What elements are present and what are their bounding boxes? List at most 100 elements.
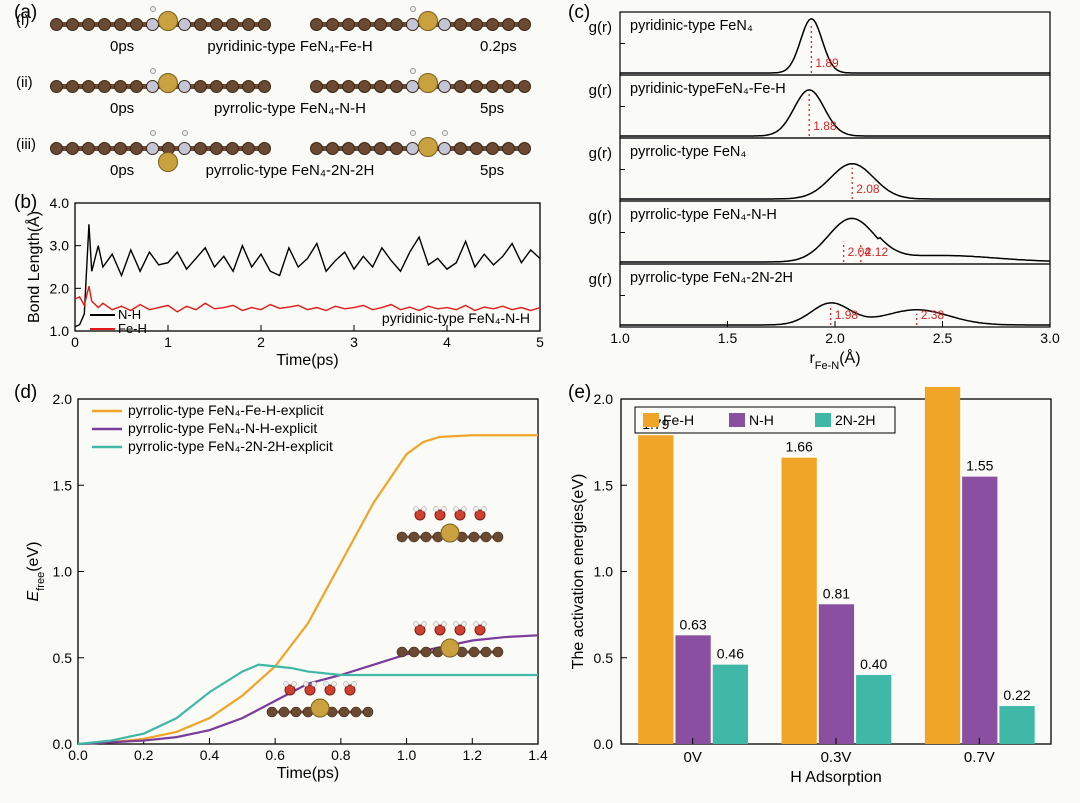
structure-title: pyrrolic-type FeN₄-2N-2H (140, 162, 440, 179)
structure-title: pyrrolic-type FeN₄-N-H (140, 100, 440, 117)
svg-text:2.08: 2.08 (856, 182, 880, 196)
svg-text:2.0: 2.0 (50, 280, 70, 296)
svg-text:rFe-N(Å): rFe-N(Å) (809, 348, 860, 369)
svg-text:1.2: 1.2 (463, 747, 483, 763)
svg-text:3.0: 3.0 (1040, 330, 1060, 346)
panel-c-chart: g(r) pyridinic-type FeN₄ 1.89 g(r) pyridinic… (565, 4, 1065, 369)
svg-text:pyrrolic-type FeN₄-N-H: pyrrolic-type FeN₄-N-H (630, 207, 777, 223)
svg-text:Fe-H: Fe-H (663, 412, 694, 428)
svg-text:pyridinic-type FeN₄-N-H: pyridinic-type FeN₄-N-H (382, 310, 530, 326)
svg-text:2.0: 2.0 (53, 391, 73, 407)
svg-text:N-H: N-H (749, 412, 774, 428)
svg-text:pyrrolic-type FeN₄-Fe-H-explic: pyrrolic-type FeN₄-Fe-H-explicit (128, 402, 324, 418)
svg-text:1.5: 1.5 (53, 477, 73, 493)
svg-text:1.5: 1.5 (718, 330, 738, 346)
panel-a: (i) 0ps 0.2ps pyridinic-type FeN₄-Fe-H (ii) 0… (10, 4, 550, 192)
molecule-snapshot (50, 138, 280, 158)
svg-text:0.6: 0.6 (265, 747, 285, 763)
svg-text:pyrrolic-type FeN₄: pyrrolic-type FeN₄ (630, 144, 746, 160)
svg-text:0.5: 0.5 (594, 650, 614, 666)
svg-text:0.5: 0.5 (53, 650, 73, 666)
svg-text:1.0: 1.0 (594, 564, 614, 580)
snapshot-row: (ii)0ps5pspyrrolic-type FeN₄-N-H (10, 66, 550, 126)
svg-text:5: 5 (536, 334, 544, 350)
svg-text:1.0: 1.0 (397, 747, 417, 763)
svg-text:1.5: 1.5 (594, 477, 614, 493)
svg-text:1.89: 1.89 (815, 56, 839, 70)
svg-text:Efree(eV): Efree(eV) (25, 542, 47, 602)
bar (819, 604, 854, 744)
bar (999, 706, 1034, 744)
svg-text:0.0: 0.0 (594, 736, 614, 752)
svg-text:pyridinic-type FeN₄: pyridinic-type FeN₄ (630, 18, 753, 34)
svg-text:1.66: 1.66 (786, 439, 813, 455)
molecule-snapshot (310, 14, 540, 34)
svg-text:0: 0 (71, 334, 79, 350)
svg-text:4: 4 (443, 334, 451, 350)
svg-text:0.4: 0.4 (200, 747, 220, 763)
svg-text:pyridinic-typeFeN₄-Fe-H: pyridinic-typeFeN₄-Fe-H (630, 81, 786, 97)
roman-numeral: (iii) (16, 136, 36, 153)
svg-text:g(r): g(r) (589, 82, 612, 99)
svg-text:0V: 0V (683, 749, 701, 766)
svg-text:The activation energies(eV): The activation energies(eV) (570, 474, 587, 670)
svg-text:2N-2H: 2N-2H (835, 412, 875, 428)
molecule-snapshot (50, 76, 280, 96)
svg-text:2.38: 2.38 (921, 308, 945, 322)
svg-text:3.0: 3.0 (50, 238, 70, 254)
bar (925, 387, 960, 744)
panel-e-chart: 0.0 0.5 1.0 1.5 2.0 The activation energies(e… (565, 385, 1065, 790)
svg-text:4.0: 4.0 (50, 195, 70, 211)
bar (675, 635, 710, 744)
svg-text:0.7V: 0.7V (964, 749, 995, 766)
svg-text:Fe-H: Fe-H (118, 321, 147, 336)
svg-text:0.8: 0.8 (331, 747, 351, 763)
svg-text:1.98: 1.98 (835, 308, 859, 322)
svg-text:Bond Length(Å): Bond Length(Å) (24, 211, 43, 323)
molecule-snapshot (50, 14, 280, 34)
svg-text:1.4: 1.4 (528, 747, 548, 763)
molecule-snapshot (310, 76, 540, 96)
svg-text:2.5: 2.5 (933, 330, 953, 346)
svg-text:pyrrolic-type FeN₄-2N-2H: pyrrolic-type FeN₄-2N-2H (630, 270, 793, 286)
structure-title: pyridinic-type FeN₄-Fe-H (140, 38, 440, 55)
svg-text:1.0: 1.0 (50, 323, 70, 339)
bar (713, 665, 748, 744)
panel-d-chart: 0.00.20.40.60.81.01.21.40.00.51.01.52.0T… (20, 385, 550, 790)
snapshot-row: (iii) 0ps 5ps pyrrolic-type FeN₄-2N-2H (10, 128, 550, 188)
timestamp-label: 0ps (110, 162, 134, 179)
svg-text:g(r): g(r) (589, 19, 612, 36)
svg-text:g(r): g(r) (589, 271, 612, 288)
svg-text:3: 3 (350, 334, 358, 350)
timestamp-label: 0.2ps (480, 38, 517, 55)
bar (856, 675, 891, 744)
bar (782, 458, 817, 744)
timestamp-label: 0ps (110, 38, 134, 55)
svg-text:1.88: 1.88 (813, 119, 837, 133)
svg-text:1.55: 1.55 (966, 458, 993, 474)
panel-b-chart: 0123451.02.03.04.0Time(ps)Bond Length(Å)… (20, 195, 550, 370)
svg-text:Time(ps): Time(ps) (276, 352, 339, 369)
svg-text:H Adsorption: H Adsorption (790, 769, 882, 786)
svg-text:2.0: 2.0 (825, 330, 845, 346)
snapshot-row: (i) 0ps 0.2ps pyridinic-type FeN₄-Fe-H (10, 4, 550, 64)
svg-text:2.0: 2.0 (594, 391, 614, 407)
svg-text:0.0: 0.0 (53, 736, 73, 752)
svg-text:g(r): g(r) (589, 208, 612, 225)
svg-text:g(r): g(r) (589, 145, 612, 162)
bar (962, 477, 997, 744)
svg-text:2.12: 2.12 (865, 245, 889, 259)
roman-numeral: (ii) (16, 74, 33, 91)
svg-text:1.0: 1.0 (53, 564, 73, 580)
timestamp-label: 0ps (110, 100, 134, 117)
svg-text:0.63: 0.63 (679, 616, 706, 632)
roman-numeral: (i) (16, 12, 29, 29)
svg-text:Time(ps): Time(ps) (277, 765, 340, 782)
bar (638, 435, 673, 744)
svg-text:1.0: 1.0 (610, 330, 630, 346)
timestamp-label: 5ps (480, 162, 504, 179)
svg-text:pyrrolic-type FeN₄-2N-2H-expli: pyrrolic-type FeN₄-2N-2H-explicit (128, 438, 333, 454)
svg-text:0.22: 0.22 (1003, 687, 1030, 703)
molecule-snapshot (310, 138, 540, 158)
svg-text:0.46: 0.46 (717, 646, 744, 662)
